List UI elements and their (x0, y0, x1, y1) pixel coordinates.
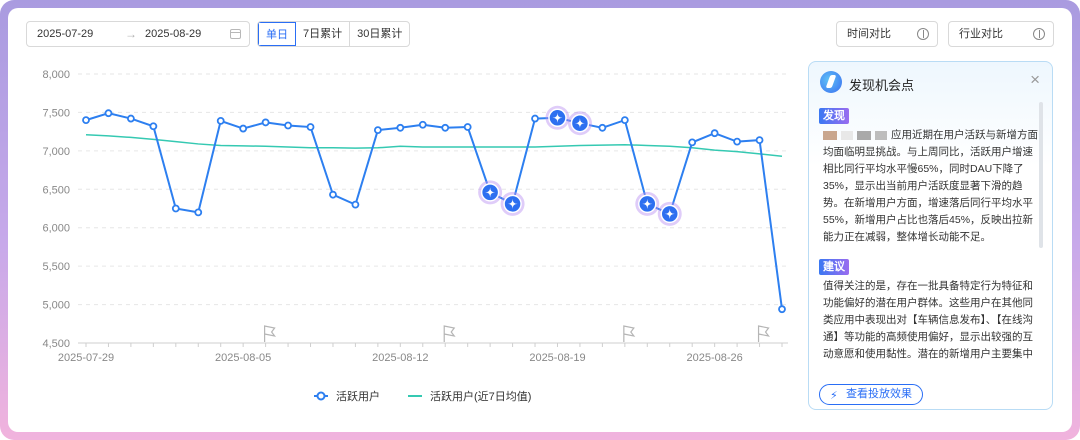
data-point (239, 124, 248, 133)
y-tick-label: 6,000 (42, 223, 70, 235)
data-point (531, 114, 539, 123)
data-point (82, 116, 90, 125)
x-tick-label: 2025-07-29 (58, 352, 114, 364)
y-tick-label: 5,000 (42, 300, 70, 312)
tab-7-day[interactable]: 7日累计 (296, 22, 351, 46)
sparkle-icon (485, 187, 496, 198)
flag-icon (264, 325, 277, 342)
data-point (149, 122, 158, 131)
redacted-app-name (823, 130, 837, 140)
close-icon[interactable]: × (1030, 70, 1040, 89)
button-label: 查看投放效果 (846, 388, 912, 400)
data-point (216, 116, 225, 125)
industry-compare-button[interactable]: 行业对比 (948, 21, 1054, 47)
data-point (127, 114, 135, 123)
compare-toggle-icon (917, 28, 929, 40)
data-point (598, 123, 607, 132)
data-point (710, 129, 719, 138)
panel-scrollbar[interactable] (1039, 102, 1043, 248)
found-paragraph: 应用近期在用户活跃与新增方面均面临明显挑战。与上周同比，活跃用户增速相比同行平均… (823, 129, 1038, 243)
legend-label: 活跃用户(近7日均值) (430, 391, 532, 403)
data-point (373, 126, 382, 135)
period-tabs: 单日 7日累计 30日累计 (257, 21, 411, 47)
y-tick-label: 5,500 (42, 261, 70, 273)
x-tick-label: 2025-08-26 (687, 352, 743, 364)
start-date[interactable]: 2025-07-29 (37, 28, 94, 40)
data-point (620, 116, 629, 125)
end-date[interactable]: 2025-08-29 (145, 28, 202, 40)
series-line-7day-avg (85, 133, 783, 157)
data-point (396, 123, 405, 132)
data-point (733, 137, 741, 146)
legend-marker-line-dot (314, 391, 328, 401)
suggest-tag: 建议 (819, 259, 849, 275)
found-tag: 发现 (819, 108, 849, 124)
y-tick-label: 7,000 (42, 146, 70, 158)
data-point (261, 118, 270, 127)
x-tick-label: 2025-08-05 (215, 352, 271, 364)
data-point (463, 123, 472, 131)
data-point (755, 136, 764, 144)
sparkle-icon (664, 208, 675, 219)
range-arrow-icon: → (125, 27, 137, 41)
legend-item-active-users[interactable]: 活跃用户 (314, 388, 380, 404)
compare-toggle-icon (1033, 28, 1045, 40)
flag-icon (623, 325, 636, 342)
suggest-text: 值得关注的是，存在一批具备特定行为特征和功能偏好的潜在用户群体。这些用户在其他同… (823, 280, 1033, 360)
y-tick-label: 6,500 (42, 184, 70, 196)
line-chart: 8,000 7,500 7,000 6,500 6,000 5,500 5,000 4,500… (42, 69, 788, 364)
data-point (306, 123, 315, 131)
data-point (688, 138, 697, 147)
sparkle-icon (642, 198, 653, 209)
flag-icon (443, 325, 456, 342)
x-tick-label: 2025-08-12 (372, 352, 428, 364)
data-point (194, 208, 203, 217)
y-tick-label: 4,500 (42, 338, 70, 350)
opportunity-panel: 发现机会点 × 发现 应用近期在用户活跃与新增方面均面临明显挑战。与上周同比，活… (808, 61, 1053, 410)
data-point (284, 121, 292, 130)
flag-icon (757, 325, 770, 342)
industry-compare-label: 行业对比 (959, 28, 1003, 40)
ai-logo-icon (820, 71, 842, 93)
sparkle-icon (574, 118, 585, 129)
time-compare-label: 时间对比 (847, 28, 891, 40)
legend-item-7day-avg[interactable]: 活跃用户(近7日均值) (408, 388, 531, 404)
view-delivery-effect-button[interactable]: ⚡ 查看投放效果 (819, 384, 923, 405)
date-range-picker[interactable]: 2025-07-29 → 2025-08-29 (26, 21, 250, 47)
data-point (171, 204, 180, 213)
sparkle-icon (507, 198, 518, 209)
data-point (351, 200, 360, 209)
card: 2025-07-29 → 2025-08-29 单日 7日累计 30日累计 时间… (8, 8, 1072, 432)
data-point (329, 190, 337, 199)
calendar-icon[interactable] (230, 29, 241, 39)
redacted-app-name (841, 130, 853, 140)
data-point (778, 305, 786, 314)
time-compare-button[interactable]: 时间对比 (836, 21, 938, 47)
tab-single-day[interactable]: 单日 (258, 22, 296, 46)
found-text: 应用近期在用户活跃与新增方面均面临明显挑战。与上周同比，活跃用户增速相比同行平均… (823, 127, 1043, 246)
redacted-app-name (857, 130, 871, 140)
tab-30-day[interactable]: 30日累计 (357, 28, 403, 40)
y-tick-label: 8,000 (42, 69, 70, 81)
legend: 活跃用户 活跃用户(近7日均值) (314, 388, 531, 404)
bolt-icon: ⚡ (830, 390, 838, 402)
panel-title: 发现机会点 (849, 78, 915, 93)
y-tick-label: 7,500 (42, 107, 70, 119)
data-point (418, 120, 427, 129)
redacted-app-name (875, 130, 887, 140)
sparkle-icon (552, 112, 563, 123)
x-tick-label: 2025-08-19 (529, 352, 585, 364)
legend-label: 活跃用户 (336, 391, 380, 403)
data-point (441, 123, 450, 132)
legend-marker-line (408, 395, 422, 397)
data-point (104, 109, 113, 118)
